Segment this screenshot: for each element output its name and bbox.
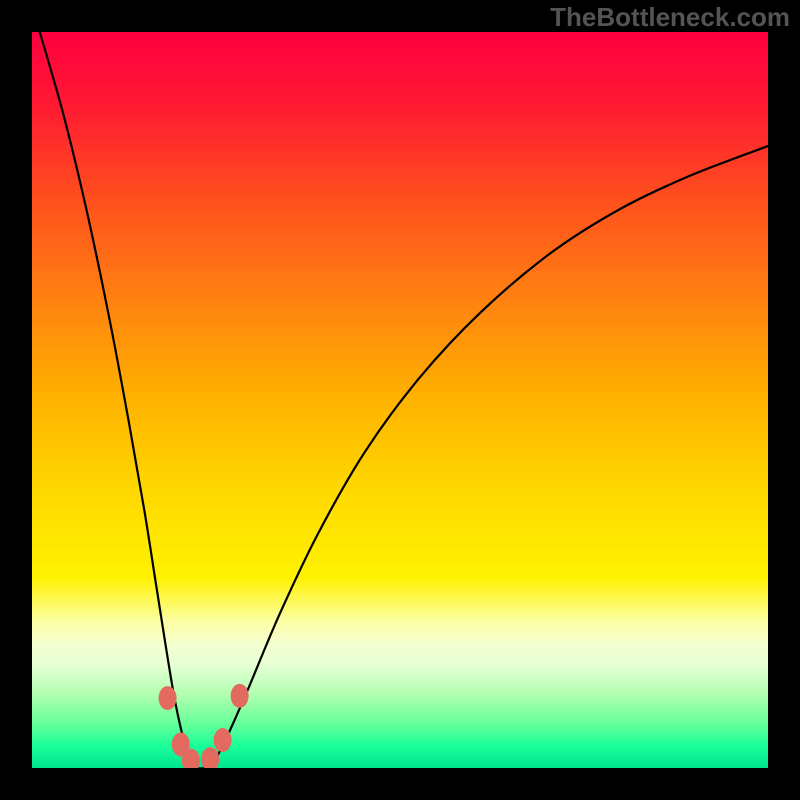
chart-svg-layer <box>32 32 768 768</box>
plot-area <box>32 32 768 768</box>
bottleneck-curve <box>40 32 768 768</box>
chart-root: TheBottleneck.com <box>0 0 800 800</box>
watermark-text: TheBottleneck.com <box>550 2 790 33</box>
marker-dot <box>214 728 232 752</box>
marker-dot <box>159 686 177 710</box>
marker-group <box>159 684 249 768</box>
marker-dot <box>201 747 219 768</box>
marker-dot <box>231 684 249 708</box>
